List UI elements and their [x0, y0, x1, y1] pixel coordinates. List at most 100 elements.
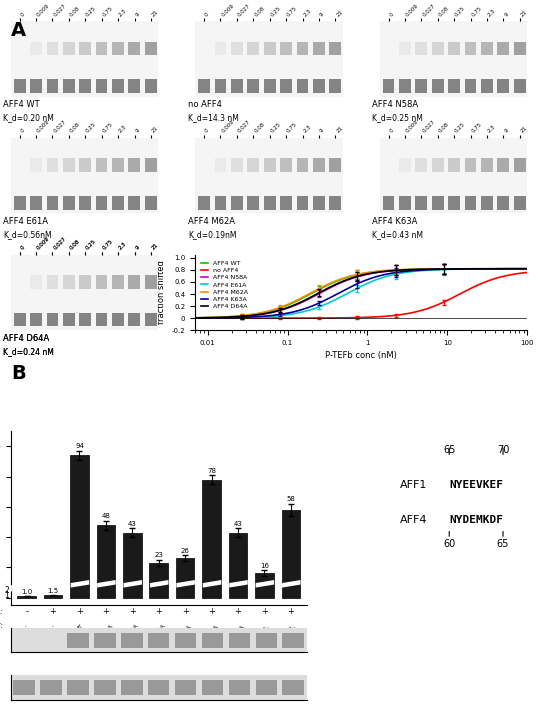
Text: K_d=0.20 nM: K_d=0.20 nM	[3, 114, 54, 122]
Bar	[202, 633, 223, 648]
Bar	[329, 159, 341, 172]
Text: +: +	[235, 607, 242, 615]
Bar	[123, 533, 141, 598]
Text: AFF4 D64A: AFF4 D64A	[3, 334, 49, 343]
Bar	[498, 196, 509, 210]
AFF4 K63A	[260, 312, 267, 321]
Bar	[280, 159, 292, 172]
Bar	[30, 79, 42, 93]
Bar	[112, 275, 124, 288]
Bar	[282, 633, 304, 648]
AFF4 E61A	[231, 313, 238, 322]
Bar	[448, 196, 460, 210]
Bar	[313, 196, 325, 210]
Bar	[67, 633, 89, 648]
AFF4 D64A	[493, 264, 500, 273]
Bar	[498, 79, 509, 93]
Text: AFF4 M62A: AFF4 M62A	[188, 217, 235, 226]
Bar	[150, 563, 168, 598]
Bar	[313, 41, 325, 55]
Bar	[282, 680, 304, 695]
Bar	[176, 558, 194, 598]
Text: 1: 1	[5, 591, 10, 600]
Text: +: +	[76, 607, 83, 615]
Text: +: +	[182, 607, 188, 615]
Bar	[296, 196, 308, 210]
AFF4 N58A	[231, 313, 238, 321]
Bar	[129, 313, 140, 326]
Text: 16: 16	[260, 563, 269, 569]
Text: +: +	[261, 607, 268, 615]
Bar	[247, 41, 259, 55]
no AFF4	[506, 271, 512, 279]
Bar	[145, 275, 157, 288]
Bar	[514, 41, 526, 55]
Text: AFF1-F:: AFF1-F:	[0, 623, 3, 630]
Line: AFF4 N58A: AFF4 N58A	[168, 268, 527, 318]
Bar	[13, 79, 25, 93]
Bar	[30, 275, 42, 288]
AFF4 WT	[179, 313, 185, 322]
AFF4 N58A	[179, 313, 185, 322]
no AFF4	[165, 314, 171, 323]
AFF4 M62A	[186, 313, 193, 322]
AFF4 K63A	[231, 313, 238, 322]
Bar	[145, 313, 157, 326]
Bar	[255, 573, 274, 598]
AFF4 K63A	[493, 264, 500, 273]
Bar	[63, 196, 75, 210]
AFF4 M62A	[524, 264, 530, 273]
AFF4 M62A	[260, 308, 267, 316]
Bar	[96, 313, 108, 326]
Bar	[63, 313, 75, 326]
Bar	[63, 313, 75, 326]
Bar	[112, 313, 124, 326]
Bar	[432, 41, 444, 55]
Bar	[264, 159, 275, 172]
Bar	[145, 79, 157, 93]
Text: AFF4 WT: AFF4 WT	[3, 101, 40, 109]
Bar	[229, 633, 250, 648]
Bar	[30, 41, 42, 55]
Bar	[198, 196, 210, 210]
Bar	[231, 159, 243, 172]
Text: E65A,
E66A: E65A, E66A	[254, 623, 274, 644]
Text: AFF4: AFF4	[400, 515, 427, 525]
Text: NYEEVKEF: NYEEVKEF	[449, 480, 503, 490]
Text: K_d=14.3 nM: K_d=14.3 nM	[188, 114, 239, 122]
Line: no AFF4: no AFF4	[168, 273, 527, 318]
Text: E65A: E65A	[125, 623, 140, 638]
Bar	[399, 41, 411, 55]
Text: Reporter: HIV-1 LTR-luciferase: Reporter: HIV-1 LTR-luciferase	[102, 631, 216, 640]
Bar	[399, 159, 411, 172]
Bar	[40, 680, 62, 695]
Bar	[63, 79, 75, 93]
AFF4 K63A	[506, 264, 512, 273]
Bar	[247, 159, 259, 172]
Bar	[112, 79, 124, 93]
Line: AFF4 K63A: AFF4 K63A	[168, 268, 527, 318]
AFF4 M62A	[165, 313, 171, 322]
Y-axis label: fraction shifted: fraction shifted	[157, 261, 166, 324]
Text: +: +	[155, 607, 162, 615]
Bar	[112, 159, 124, 172]
AFF4 E61A	[524, 264, 530, 273]
Bar	[498, 41, 509, 55]
AFF4 M62A	[506, 264, 512, 273]
Bar	[281, 510, 300, 598]
Bar	[112, 275, 124, 288]
Text: Tat(C22G):: Tat(C22G):	[0, 608, 3, 615]
no AFF4	[186, 314, 193, 323]
Bar	[46, 275, 58, 288]
Bar	[96, 275, 108, 288]
Bar	[96, 196, 108, 210]
Bar	[432, 196, 444, 210]
Text: 65: 65	[497, 539, 509, 549]
AFF4 N58A	[186, 313, 193, 322]
Bar	[129, 159, 140, 172]
Text: no AFF4: no AFF4	[188, 101, 222, 109]
Bar	[79, 313, 91, 326]
Bar	[13, 680, 35, 695]
AFF4 D64A	[231, 313, 238, 321]
Bar	[145, 196, 157, 210]
